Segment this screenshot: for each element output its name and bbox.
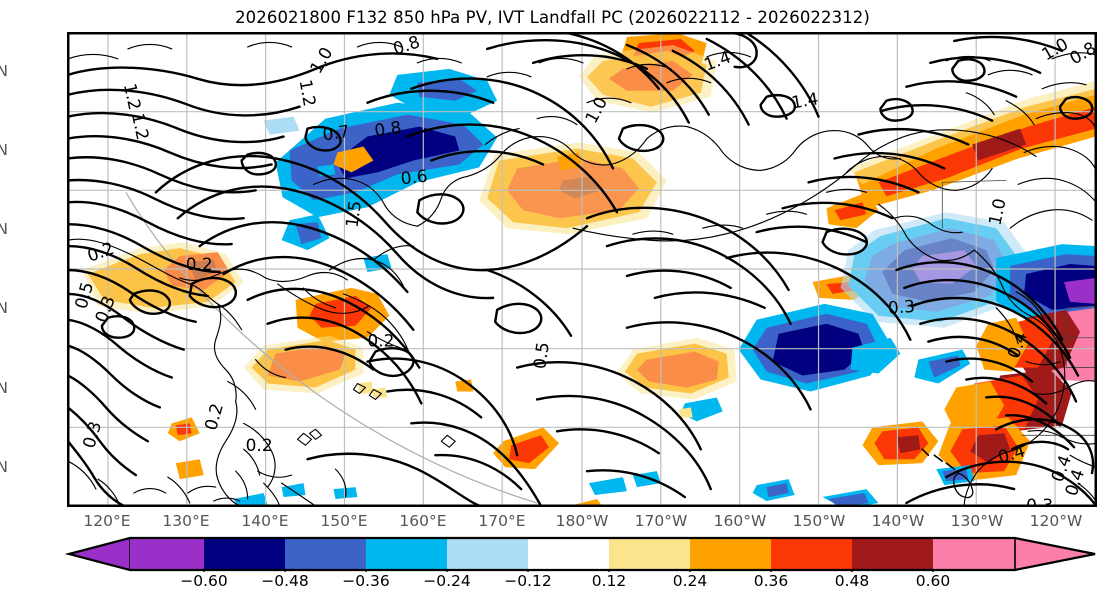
xtick-130E: 130°E [162,512,210,530]
svg-text:0.8: 0.8 [373,117,402,141]
svg-text:0.3: 0.3 [887,296,915,318]
svg-text:0.2: 0.2 [367,331,394,351]
colorbar-canvas [64,536,1096,572]
cbar-tick--0.36: −0.36 [342,572,390,590]
pv-contours [68,33,1096,506]
cbar-tick-0.60: 0.60 [915,572,951,590]
cbar-band-over [1014,537,1096,571]
page-title: 2026021800 F132 850 hPa PV, IVT Landfall… [235,8,870,27]
cbar-band-8 [771,538,852,570]
svg-text:1.5: 1.5 [342,199,366,228]
xtick-160E: 160°E [399,512,447,530]
cbar-band-10 [933,538,1015,570]
svg-text:1.2: 1.2 [296,78,320,108]
ytick-30N: 30°N [0,379,8,397]
svg-text:0.2: 0.2 [246,435,273,455]
ytick-50N: 50°N [0,220,8,238]
cbar-tick--0.48: −0.48 [261,572,309,590]
cbar-band-1 [204,538,285,570]
cbar-tick-0.12: 0.12 [591,572,627,590]
svg-text:0.7: 0.7 [321,121,350,145]
cbar-band-4 [447,538,528,570]
colorbar[interactable] [0,536,1105,572]
contour-labels: 0.8 1.2 1.2 1.2 1.0 1.4 1.0 1.0 0.8 0.7 … [71,33,1096,506]
cbar-band-6 [609,538,690,570]
xtick-130W: 130°W [950,512,1004,530]
map-canvas: 0.8 1.2 1.2 1.2 1.0 1.4 1.0 1.0 0.8 0.7 … [68,33,1096,506]
xtick-170E: 170°E [478,512,526,530]
svg-text:0.2: 0.2 [186,254,213,274]
ytick-70N: 70°N [0,62,8,80]
colorbar-tick-marks [203,570,934,572]
svg-text:0.6: 0.6 [400,166,429,189]
xtick-140W: 140°W [871,512,925,530]
cbar-band-2 [285,538,366,570]
svg-text:0.3: 0.3 [1026,495,1053,506]
xtick-140E: 140°E [241,512,289,530]
xtick-170W: 170°W [634,512,688,530]
cbar-band-under [65,536,131,572]
xtick-120E: 120°E [83,512,131,530]
svg-text:1.4: 1.4 [790,88,820,112]
cbar-tick--0.12: −0.12 [504,572,552,590]
xtick-150E: 150°E [320,512,368,530]
cbar-tick-0.36: 0.36 [753,572,789,590]
cbar-band-9 [852,538,933,570]
cbar-tick--0.60: −0.60 [180,572,228,590]
cbar-band-5 [528,538,609,570]
cbar-tick-0.24: 0.24 [672,572,708,590]
xtick-120W: 120°W [1029,512,1083,530]
xtick-160W: 160°W [713,512,767,530]
cbar-tick-0.48: 0.48 [834,572,870,590]
ytick-40N: 40°N [0,299,8,317]
cbar-band-7 [690,538,771,570]
xtick-180W: 180°W [555,512,609,530]
cbar-tick--0.24: −0.24 [423,572,471,590]
ytick-60N: 60°N [0,141,8,159]
ytick-20N: 20°N [0,458,8,476]
cbar-band-0 [130,538,204,570]
colorbar-bands [64,536,1096,572]
cbar-band-3 [366,538,447,570]
map-plot-area[interactable]: 0.8 1.2 1.2 1.2 1.0 1.4 1.0 1.0 0.8 0.7 … [67,32,1097,507]
svg-text:0.5: 0.5 [529,341,553,370]
xtick-150W: 150°W [792,512,846,530]
